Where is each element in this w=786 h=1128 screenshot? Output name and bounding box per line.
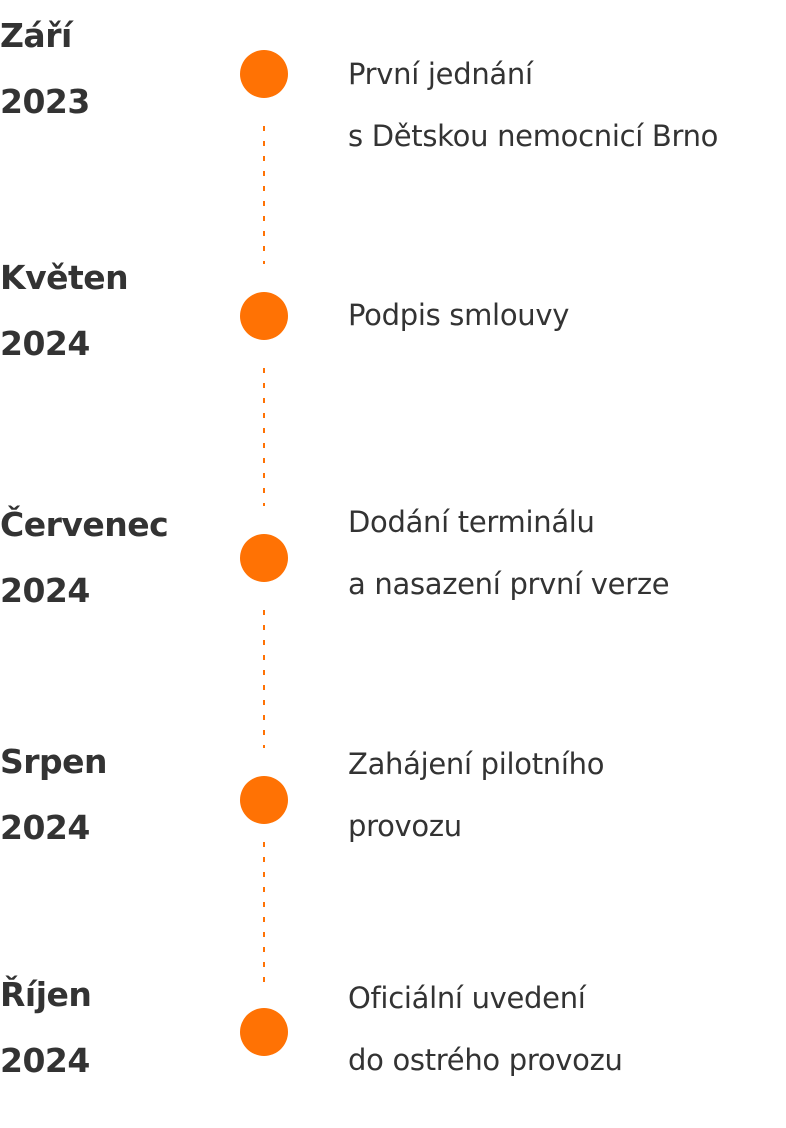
event-description: Oficiální uvedení do ostrého provozu	[348, 967, 623, 1091]
event-year: 2024	[0, 324, 90, 363]
timeline-dot	[240, 50, 288, 98]
description-line: První jednání	[348, 57, 533, 91]
event-month: Říjen	[0, 975, 92, 1014]
event-date: Říjen 2024	[0, 962, 92, 1094]
event-description: Podpis smlouvy	[348, 284, 569, 346]
description-line: Dodání terminálu	[348, 505, 595, 539]
event-year: 2024	[0, 571, 90, 610]
description-line: a nasazení první verze	[348, 567, 670, 601]
event-year: 2024	[0, 808, 90, 847]
description-line: Zahájení pilotního	[348, 747, 605, 781]
description-line: s Dětskou nemocnicí Brno	[348, 119, 719, 153]
description-line: provozu	[348, 809, 462, 843]
event-month: Září	[0, 16, 72, 55]
dotted-connector	[263, 126, 265, 264]
event-description: Dodání terminálu a nasazení první verze	[348, 491, 670, 615]
timeline-dot	[240, 1008, 288, 1056]
dotted-connector	[263, 610, 265, 748]
timeline-dot	[240, 534, 288, 582]
description-line: Oficiální uvedení	[348, 981, 586, 1015]
event-month: Srpen	[0, 742, 108, 781]
timeline-dot	[240, 292, 288, 340]
event-description: Zahájení pilotního provozu	[348, 733, 604, 857]
dotted-connector	[263, 368, 265, 506]
event-date: Červenec 2024	[0, 492, 169, 624]
event-month: Květen	[0, 258, 129, 297]
description-line: do ostrého provozu	[348, 1043, 623, 1077]
event-description: První jednání s Dětskou nemocnicí Brno	[348, 43, 718, 167]
dotted-connector	[263, 842, 265, 982]
event-year: 2024	[0, 1041, 90, 1080]
event-date: Září 2023	[0, 3, 90, 135]
event-date: Srpen 2024	[0, 729, 108, 861]
event-month: Červenec	[0, 505, 169, 544]
event-year: 2023	[0, 82, 90, 121]
description-line: Podpis smlouvy	[348, 298, 570, 332]
timeline-dot	[240, 776, 288, 824]
event-date: Květen 2024	[0, 245, 129, 377]
